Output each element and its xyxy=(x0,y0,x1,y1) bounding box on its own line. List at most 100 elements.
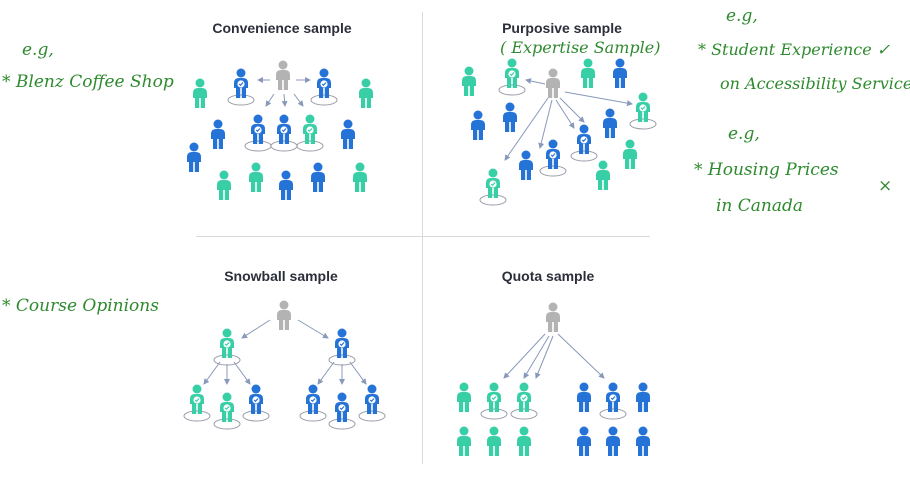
vertical-divider xyxy=(422,12,423,464)
person-icon xyxy=(365,384,379,414)
source-person-icon xyxy=(546,68,560,98)
arrow-icon xyxy=(525,78,546,85)
convenience-sample-title: Convenience sample xyxy=(212,20,352,36)
person-icon xyxy=(341,119,355,149)
arrow-icon xyxy=(317,361,335,385)
selection-ring xyxy=(244,140,272,152)
check-icon xyxy=(580,136,588,144)
person-icon xyxy=(359,78,373,108)
selection-ring xyxy=(242,410,270,422)
check-icon xyxy=(489,180,497,188)
person-icon xyxy=(577,382,591,412)
check-icon xyxy=(193,396,201,404)
check-icon xyxy=(490,394,498,402)
person-icon xyxy=(306,384,320,414)
person-icon xyxy=(317,68,331,98)
arrow-icon xyxy=(503,333,546,379)
person-icon xyxy=(249,384,263,414)
person-icon xyxy=(462,66,476,96)
housing-eg-note: e.g, xyxy=(728,124,760,144)
selection-ring xyxy=(498,84,526,96)
person-icon xyxy=(486,168,500,198)
person-icon xyxy=(623,139,637,169)
person-icon xyxy=(636,92,650,122)
person-icon xyxy=(505,58,519,88)
selection-ring xyxy=(358,410,386,422)
person-icon xyxy=(546,139,560,169)
selection-ring xyxy=(213,418,241,430)
selection-rings-layer xyxy=(183,84,657,430)
horizontal-divider xyxy=(196,236,650,237)
person-icon xyxy=(311,162,325,192)
check-icon xyxy=(223,404,231,412)
arrow-icon xyxy=(233,361,251,385)
person-icon xyxy=(353,162,367,192)
expertise-sample-annotation: ( Expertise Sample) xyxy=(500,38,661,57)
arrow-icon xyxy=(559,97,585,123)
person-icon xyxy=(457,382,471,412)
selection-ring xyxy=(539,165,567,177)
check-icon xyxy=(237,80,245,88)
housing-cross-mark: × xyxy=(878,176,893,196)
person-icon xyxy=(303,114,317,144)
housing-line1: * Housing Prices xyxy=(694,160,839,180)
person-icon xyxy=(517,382,531,412)
check-icon xyxy=(639,104,647,112)
person-icon xyxy=(596,160,610,190)
selection-ring xyxy=(570,150,598,162)
source-person-icon xyxy=(277,300,291,330)
arrow-icon xyxy=(555,99,575,129)
check-icon xyxy=(320,80,328,88)
check-icon xyxy=(368,396,376,404)
housing-line2: in Canada xyxy=(716,196,804,216)
person-icon xyxy=(279,170,293,200)
arrow-icon xyxy=(564,91,633,107)
arrow-icon xyxy=(523,335,550,379)
source-person-icon xyxy=(276,60,290,90)
person-icon xyxy=(636,382,650,412)
check-icon xyxy=(254,126,262,134)
selection-ring xyxy=(629,118,657,130)
arrow-icon xyxy=(535,335,554,379)
selection-ring xyxy=(227,94,255,106)
arrow-icon xyxy=(281,93,288,107)
person-icon xyxy=(503,102,517,132)
person-icon xyxy=(606,382,620,412)
check-icon xyxy=(508,70,516,78)
arrow-icon xyxy=(538,99,553,149)
person-icon xyxy=(190,384,204,414)
person-icon xyxy=(220,328,234,358)
selection-ring xyxy=(296,140,324,152)
person-icon xyxy=(249,162,263,192)
check-icon xyxy=(306,126,314,134)
check-icon xyxy=(520,394,528,402)
person-icon xyxy=(487,426,501,456)
arrow-icon xyxy=(349,361,367,385)
person-icon xyxy=(217,170,231,200)
person-icon xyxy=(187,142,201,172)
purposive-eg-note: e.g, xyxy=(726,6,758,26)
check-icon xyxy=(338,340,346,348)
person-icon xyxy=(251,114,265,144)
check-icon xyxy=(252,396,260,404)
person-icon xyxy=(581,58,595,88)
selection-ring xyxy=(328,418,356,430)
arrows-layer xyxy=(203,77,633,385)
selection-ring xyxy=(299,410,327,422)
snowball-sample-title: Snowball sample xyxy=(224,268,338,284)
check-icon xyxy=(280,126,288,134)
person-icon xyxy=(517,426,531,456)
person-icon xyxy=(577,426,591,456)
arrow-icon xyxy=(504,97,549,161)
selection-ring xyxy=(510,408,538,420)
person-icon xyxy=(211,119,225,149)
convenience-eg-note: e.g, xyxy=(22,40,54,60)
check-icon xyxy=(549,151,557,159)
person-icon xyxy=(613,58,627,88)
selection-ring xyxy=(480,408,508,420)
person-icon xyxy=(457,426,471,456)
arrow-icon xyxy=(203,361,221,385)
selection-ring xyxy=(310,94,338,106)
arrow-icon xyxy=(265,93,275,107)
